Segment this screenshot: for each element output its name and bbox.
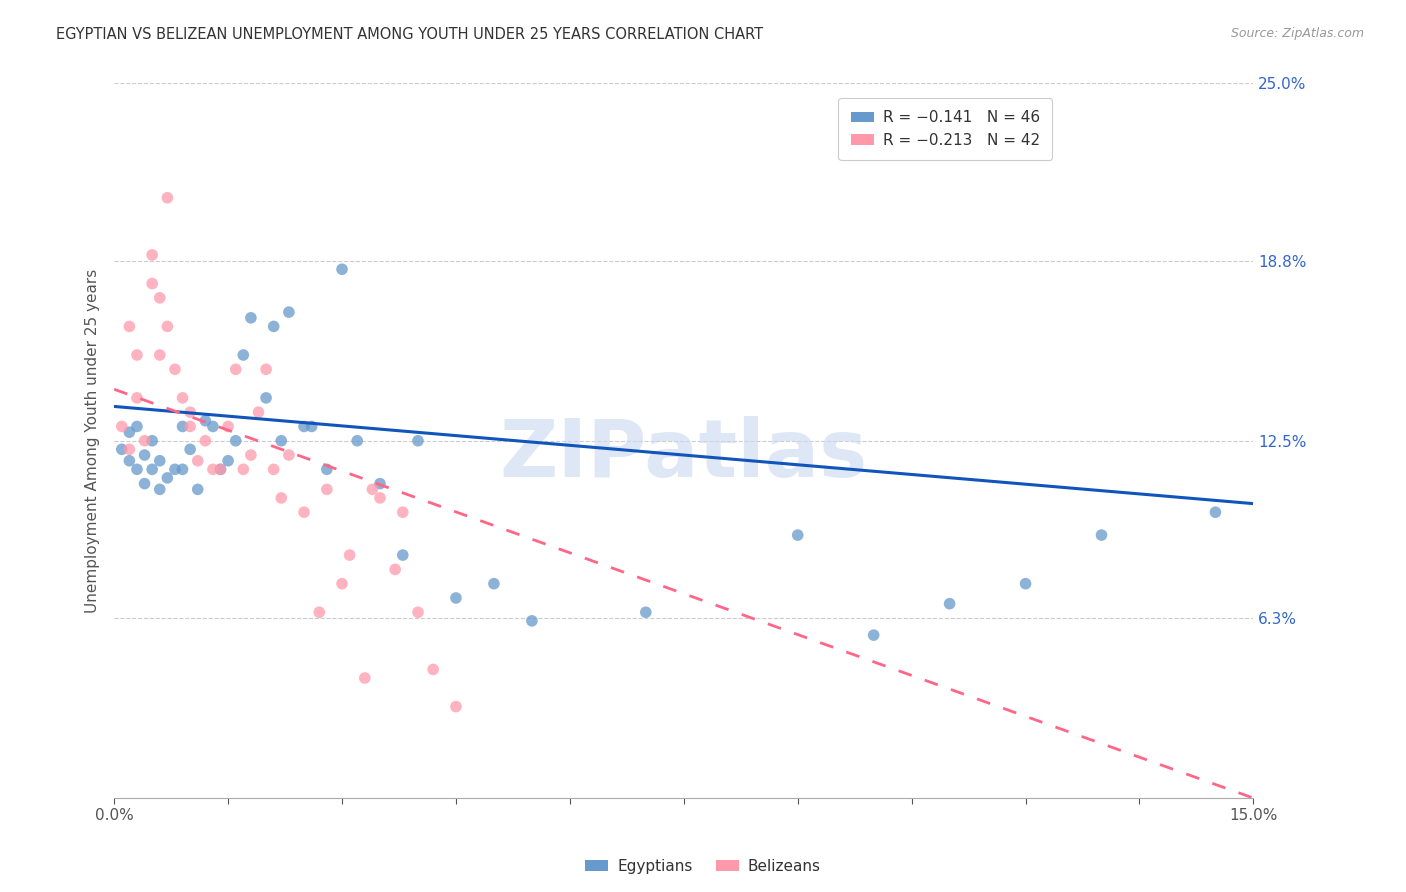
Point xyxy=(263,319,285,334)
Point xyxy=(361,483,384,497)
Point xyxy=(118,319,141,334)
Point xyxy=(134,476,156,491)
Point xyxy=(187,483,209,497)
Point xyxy=(422,662,444,676)
Point xyxy=(156,471,179,485)
Point xyxy=(391,505,413,519)
Point xyxy=(270,434,292,448)
Point xyxy=(330,262,353,277)
Point xyxy=(339,548,361,562)
Point xyxy=(149,454,172,468)
Point xyxy=(520,614,543,628)
Point xyxy=(384,562,406,576)
Point xyxy=(277,448,299,462)
Point xyxy=(163,362,186,376)
Point xyxy=(125,419,148,434)
Point xyxy=(172,391,194,405)
Point xyxy=(292,505,315,519)
Point xyxy=(786,528,808,542)
Point xyxy=(118,442,141,457)
Point xyxy=(444,591,467,605)
Point xyxy=(134,434,156,448)
Point xyxy=(1090,528,1112,542)
Legend: Egyptians, Belizeans: Egyptians, Belizeans xyxy=(579,853,827,880)
Point xyxy=(141,434,163,448)
Point xyxy=(634,605,657,619)
Point xyxy=(368,491,391,505)
Point xyxy=(141,462,163,476)
Point xyxy=(232,462,254,476)
Point xyxy=(201,419,224,434)
Point xyxy=(315,483,337,497)
Point xyxy=(156,319,179,334)
Point xyxy=(263,462,285,476)
Point xyxy=(179,405,201,419)
Point xyxy=(239,448,262,462)
Point xyxy=(194,414,217,428)
Point xyxy=(247,405,270,419)
Point xyxy=(118,425,141,440)
Y-axis label: Unemployment Among Youth under 25 years: Unemployment Among Youth under 25 years xyxy=(86,268,100,613)
Point xyxy=(163,462,186,476)
Legend: R = −0.141   N = 46, R = −0.213   N = 42: R = −0.141 N = 46, R = −0.213 N = 42 xyxy=(838,98,1052,161)
Point xyxy=(254,362,277,376)
Point xyxy=(482,576,505,591)
Point xyxy=(134,448,156,462)
Point xyxy=(406,605,429,619)
Point xyxy=(149,483,172,497)
Point xyxy=(141,277,163,291)
Point xyxy=(187,454,209,468)
Point xyxy=(315,462,337,476)
Point xyxy=(118,454,141,468)
Point xyxy=(232,348,254,362)
Point xyxy=(1014,576,1036,591)
Point xyxy=(239,310,262,325)
Point xyxy=(444,699,467,714)
Point xyxy=(270,491,292,505)
Point xyxy=(368,476,391,491)
Point xyxy=(1204,505,1226,519)
Point xyxy=(156,191,179,205)
Text: ZIPatlas: ZIPatlas xyxy=(499,416,868,494)
Point xyxy=(277,305,299,319)
Point xyxy=(292,419,315,434)
Point xyxy=(149,348,172,362)
Point xyxy=(111,419,134,434)
Point xyxy=(217,419,239,434)
Point xyxy=(149,291,172,305)
Point xyxy=(111,442,134,457)
Point xyxy=(125,391,148,405)
Text: Source: ZipAtlas.com: Source: ZipAtlas.com xyxy=(1230,27,1364,40)
Point xyxy=(301,419,323,434)
Point xyxy=(346,434,368,448)
Point xyxy=(353,671,375,685)
Point xyxy=(172,462,194,476)
Point xyxy=(209,462,232,476)
Point xyxy=(938,597,960,611)
Point xyxy=(125,348,148,362)
Point xyxy=(225,362,247,376)
Point xyxy=(201,462,224,476)
Text: EGYPTIAN VS BELIZEAN UNEMPLOYMENT AMONG YOUTH UNDER 25 YEARS CORRELATION CHART: EGYPTIAN VS BELIZEAN UNEMPLOYMENT AMONG … xyxy=(56,27,763,42)
Point xyxy=(194,434,217,448)
Point xyxy=(308,605,330,619)
Point xyxy=(406,434,429,448)
Point xyxy=(209,462,232,476)
Point xyxy=(125,462,148,476)
Point xyxy=(862,628,884,642)
Point xyxy=(172,419,194,434)
Point xyxy=(225,434,247,448)
Point xyxy=(330,576,353,591)
Point xyxy=(141,248,163,262)
Point xyxy=(217,454,239,468)
Point xyxy=(179,419,201,434)
Point xyxy=(254,391,277,405)
Point xyxy=(179,442,201,457)
Point xyxy=(391,548,413,562)
